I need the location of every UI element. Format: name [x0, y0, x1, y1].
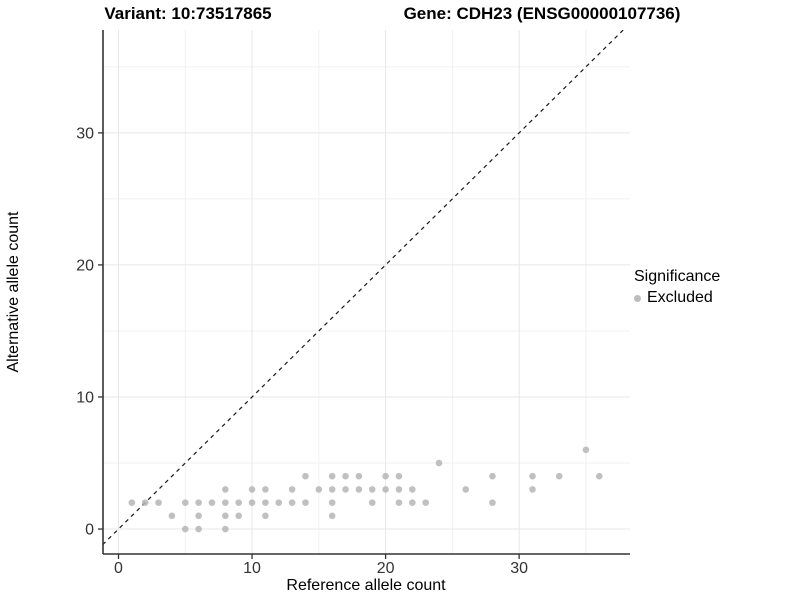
data-point	[195, 512, 202, 520]
data-point	[395, 499, 403, 506]
data-point	[328, 472, 336, 480]
data-point	[302, 499, 309, 506]
x-tick-label: 0	[114, 560, 123, 577]
data-point	[262, 512, 269, 520]
data-point	[155, 499, 162, 506]
legend-item-label: Excluded	[647, 289, 713, 306]
data-point	[489, 472, 496, 480]
data-point	[262, 499, 269, 506]
legend: Significance Excluded	[634, 268, 720, 307]
data-point	[275, 499, 283, 506]
data-point	[529, 472, 536, 480]
y-tick-label: 10	[76, 389, 94, 406]
y-tick-label: 20	[76, 257, 94, 274]
data-point	[422, 499, 429, 506]
data-point	[462, 486, 470, 493]
data-point	[529, 486, 536, 493]
y-tick-label: 30	[76, 125, 94, 142]
data-point	[302, 472, 309, 480]
data-point	[555, 472, 563, 480]
data-point	[342, 472, 349, 480]
data-point	[235, 512, 242, 520]
data-point	[222, 525, 229, 533]
y-axis-title: Alternative allele count	[5, 211, 22, 373]
x-tick-label: 30	[510, 560, 528, 577]
data-point	[489, 499, 496, 506]
data-point	[222, 512, 229, 520]
data-point	[368, 499, 376, 506]
data-point	[248, 499, 256, 506]
data-point	[328, 512, 336, 520]
data-point	[342, 486, 349, 493]
data-point	[395, 472, 403, 480]
data-point	[235, 499, 242, 506]
data-point	[181, 525, 189, 533]
data-point	[208, 499, 216, 506]
excluded-point-icon	[634, 294, 641, 302]
data-point	[328, 486, 336, 493]
data-point	[222, 486, 229, 493]
legend-title: Significance	[634, 268, 721, 285]
data-point	[355, 472, 363, 480]
legend-item-excluded: Excluded	[634, 289, 720, 307]
data-point	[288, 499, 296, 506]
variant-title: Variant: 10:73517865	[104, 4, 272, 23]
data-point	[181, 499, 189, 506]
data-point	[409, 486, 416, 493]
data-point	[395, 486, 403, 493]
x-tick-label: 20	[377, 560, 395, 577]
data-point	[262, 486, 269, 493]
x-axis-title: Reference allele count	[286, 577, 446, 594]
data-point	[315, 486, 323, 493]
data-point	[382, 472, 389, 480]
data-point	[582, 446, 590, 454]
data-point	[168, 512, 176, 520]
data-point	[128, 499, 136, 506]
gridlines	[103, 30, 630, 554]
data-point	[355, 486, 363, 493]
data-point	[195, 525, 202, 533]
y-tick-label: 0	[85, 522, 94, 539]
data-point	[409, 499, 416, 506]
data-point	[382, 486, 389, 493]
data-point	[435, 459, 443, 467]
data-point	[328, 499, 336, 506]
data-point	[195, 499, 202, 506]
data-point	[141, 499, 149, 506]
data-point	[222, 499, 229, 506]
data-point	[248, 486, 256, 493]
data-point	[368, 486, 376, 493]
data-point	[288, 486, 296, 493]
gene-title: Gene: CDH23 (ENSG00000107736)	[403, 4, 681, 23]
data-point	[595, 472, 603, 480]
identity-dashed-line	[103, 30, 625, 546]
x-tick-label: 10	[243, 560, 261, 577]
